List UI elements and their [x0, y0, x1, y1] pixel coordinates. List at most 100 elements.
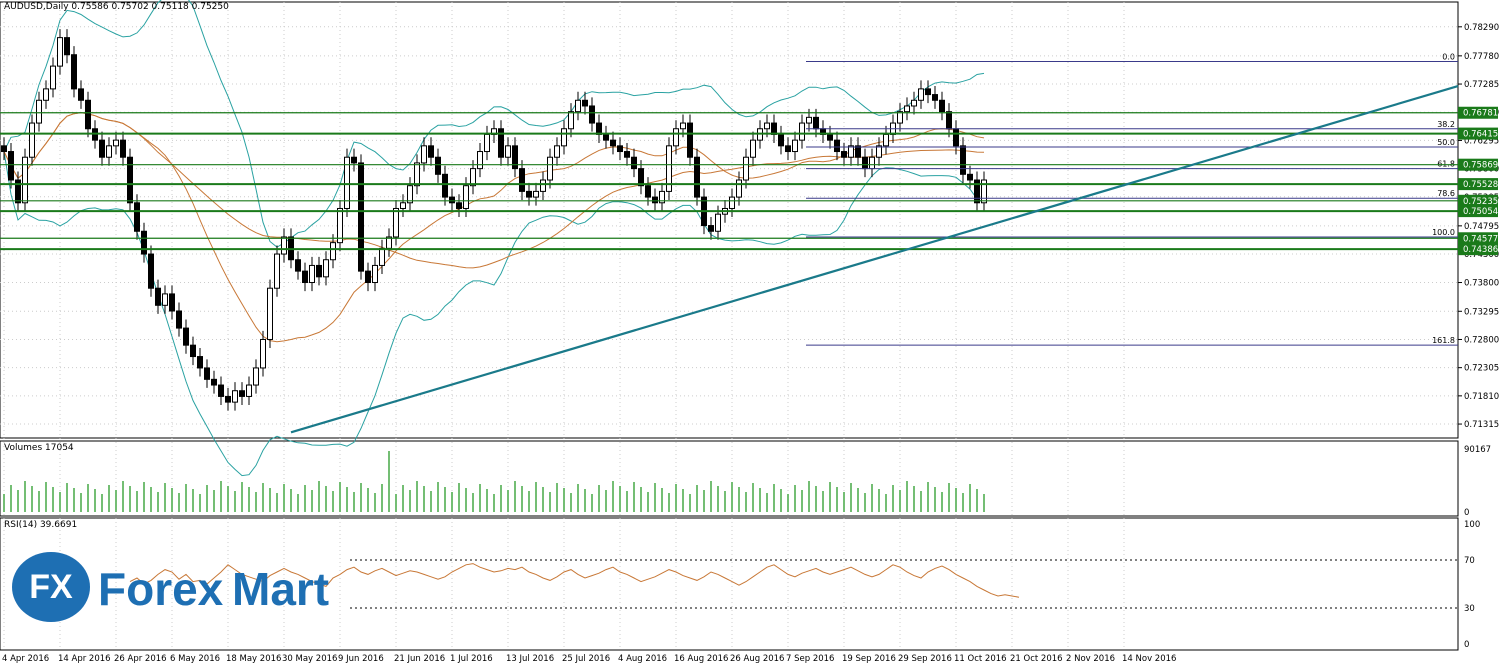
logo-text-forex: Forex	[98, 563, 224, 615]
date-tick-label: 6 May 2016	[170, 654, 220, 664]
rsi-line	[129, 563, 1020, 598]
candle-body	[862, 156, 868, 170]
candle-body	[127, 156, 133, 204]
date-tick-label: 14 Nov 2016	[1122, 654, 1176, 664]
candle-body	[197, 356, 203, 369]
candle-body	[687, 122, 693, 158]
sr-level-label: 0.74577	[1463, 234, 1498, 244]
candle-body	[680, 122, 686, 130]
candle-body	[358, 162, 364, 272]
sr-level-label: 0.76781	[1463, 109, 1498, 119]
candle-body	[918, 88, 924, 101]
sr-level-label: 0.75869	[1463, 161, 1498, 171]
candle-body	[113, 139, 119, 147]
price-tick-label: 0.72305	[1464, 364, 1499, 374]
symbol-header: AUDUSD,Daily 0.75586 0.75702 0.75118 0.7…	[4, 2, 229, 12]
logo-text-mart: Mart	[232, 563, 330, 615]
candle-body	[925, 88, 931, 96]
trendline	[290, 84, 1459, 434]
candle-body	[351, 156, 357, 164]
candle-body	[120, 139, 126, 158]
candle-body	[708, 225, 714, 232]
price-tick-label: 0.74795	[1464, 222, 1499, 232]
candle-body	[463, 185, 469, 209]
candle-body	[253, 367, 259, 386]
candle-body	[337, 207, 343, 244]
candle-body	[946, 111, 952, 130]
candle-body	[141, 230, 147, 255]
sr-level-label: 0.74386	[1463, 245, 1498, 255]
candle-body	[778, 133, 784, 147]
candle-body	[582, 99, 588, 107]
candle-body	[876, 145, 882, 158]
sr-level-tag	[1458, 232, 1498, 245]
candle-body	[155, 287, 161, 306]
candle-body	[85, 99, 91, 130]
candle-body	[673, 128, 679, 147]
candle-body	[281, 236, 287, 255]
candle-body	[246, 384, 252, 397]
candle-body	[932, 94, 938, 101]
candle-body	[134, 202, 140, 232]
candle-body	[589, 105, 595, 124]
candle-body	[449, 196, 455, 204]
candle-body	[764, 122, 770, 130]
candle-body	[225, 395, 231, 403]
candle-body	[470, 168, 476, 187]
candle-body	[813, 116, 819, 130]
candle-body	[715, 213, 721, 232]
price-tick-label: 0.78290	[1464, 23, 1499, 33]
candle-body	[428, 145, 434, 158]
date-tick-label: 13 Jul 2016	[506, 654, 554, 664]
candle-body	[568, 111, 574, 130]
date-tick-label: 16 Aug 2016	[674, 654, 728, 664]
candle-body	[575, 99, 581, 113]
candle-body	[743, 156, 749, 181]
candle-body	[316, 264, 322, 278]
candle-body	[218, 384, 224, 397]
sr-level-label: 0.75235	[1463, 197, 1498, 207]
volume-tick-label: 0	[1464, 508, 1469, 518]
date-tick-label: 11 Oct 2016	[954, 654, 1007, 664]
candle-body	[638, 168, 644, 187]
candle-body	[694, 156, 700, 198]
date-tick-label: 7 Sep 2016	[786, 654, 834, 664]
sr-level-tag	[1458, 178, 1498, 191]
candle-body	[554, 145, 560, 158]
candle-body	[799, 122, 805, 141]
candle-body	[50, 65, 56, 90]
price-tick-label: 0.73295	[1464, 307, 1499, 317]
candle-body	[841, 151, 847, 158]
candle-body	[785, 145, 791, 153]
candle-body	[617, 145, 623, 153]
candle-body	[211, 378, 217, 386]
candle-body	[57, 37, 63, 67]
candle-body	[827, 133, 833, 141]
fib-level-label: 161.8	[1432, 336, 1455, 345]
date-tick-label: 26 Aug 2016	[730, 654, 784, 664]
sr-level-tag	[1458, 243, 1498, 256]
candle-body	[302, 270, 308, 284]
sr-level-label: 0.76415	[1463, 130, 1498, 140]
rsi-tick-label: 70	[1464, 556, 1475, 566]
candle-body	[344, 156, 350, 209]
bollinger-upper-line	[3, 0, 985, 248]
candle-body	[29, 122, 35, 158]
date-tick-label: 19 Sep 2016	[842, 654, 896, 664]
candle-body	[603, 133, 609, 141]
rsi-tick-label: 0	[1464, 640, 1469, 650]
candle-body	[904, 105, 910, 113]
candle-body	[204, 367, 210, 380]
sr-level-label: 0.75054	[1463, 207, 1498, 217]
price-tick-label: 0.71315	[1464, 420, 1499, 430]
candle-body	[505, 145, 511, 158]
candle-body	[729, 196, 735, 209]
price-tick-label: 0.77285	[1464, 80, 1499, 90]
bollinger-lower-line	[3, 151, 985, 477]
candle-body	[666, 145, 672, 192]
price-tick-label: 0.76295	[1464, 136, 1499, 146]
candle-body	[162, 293, 168, 306]
rsi-panel-frame	[0, 517, 1459, 651]
candle-body	[659, 190, 665, 204]
